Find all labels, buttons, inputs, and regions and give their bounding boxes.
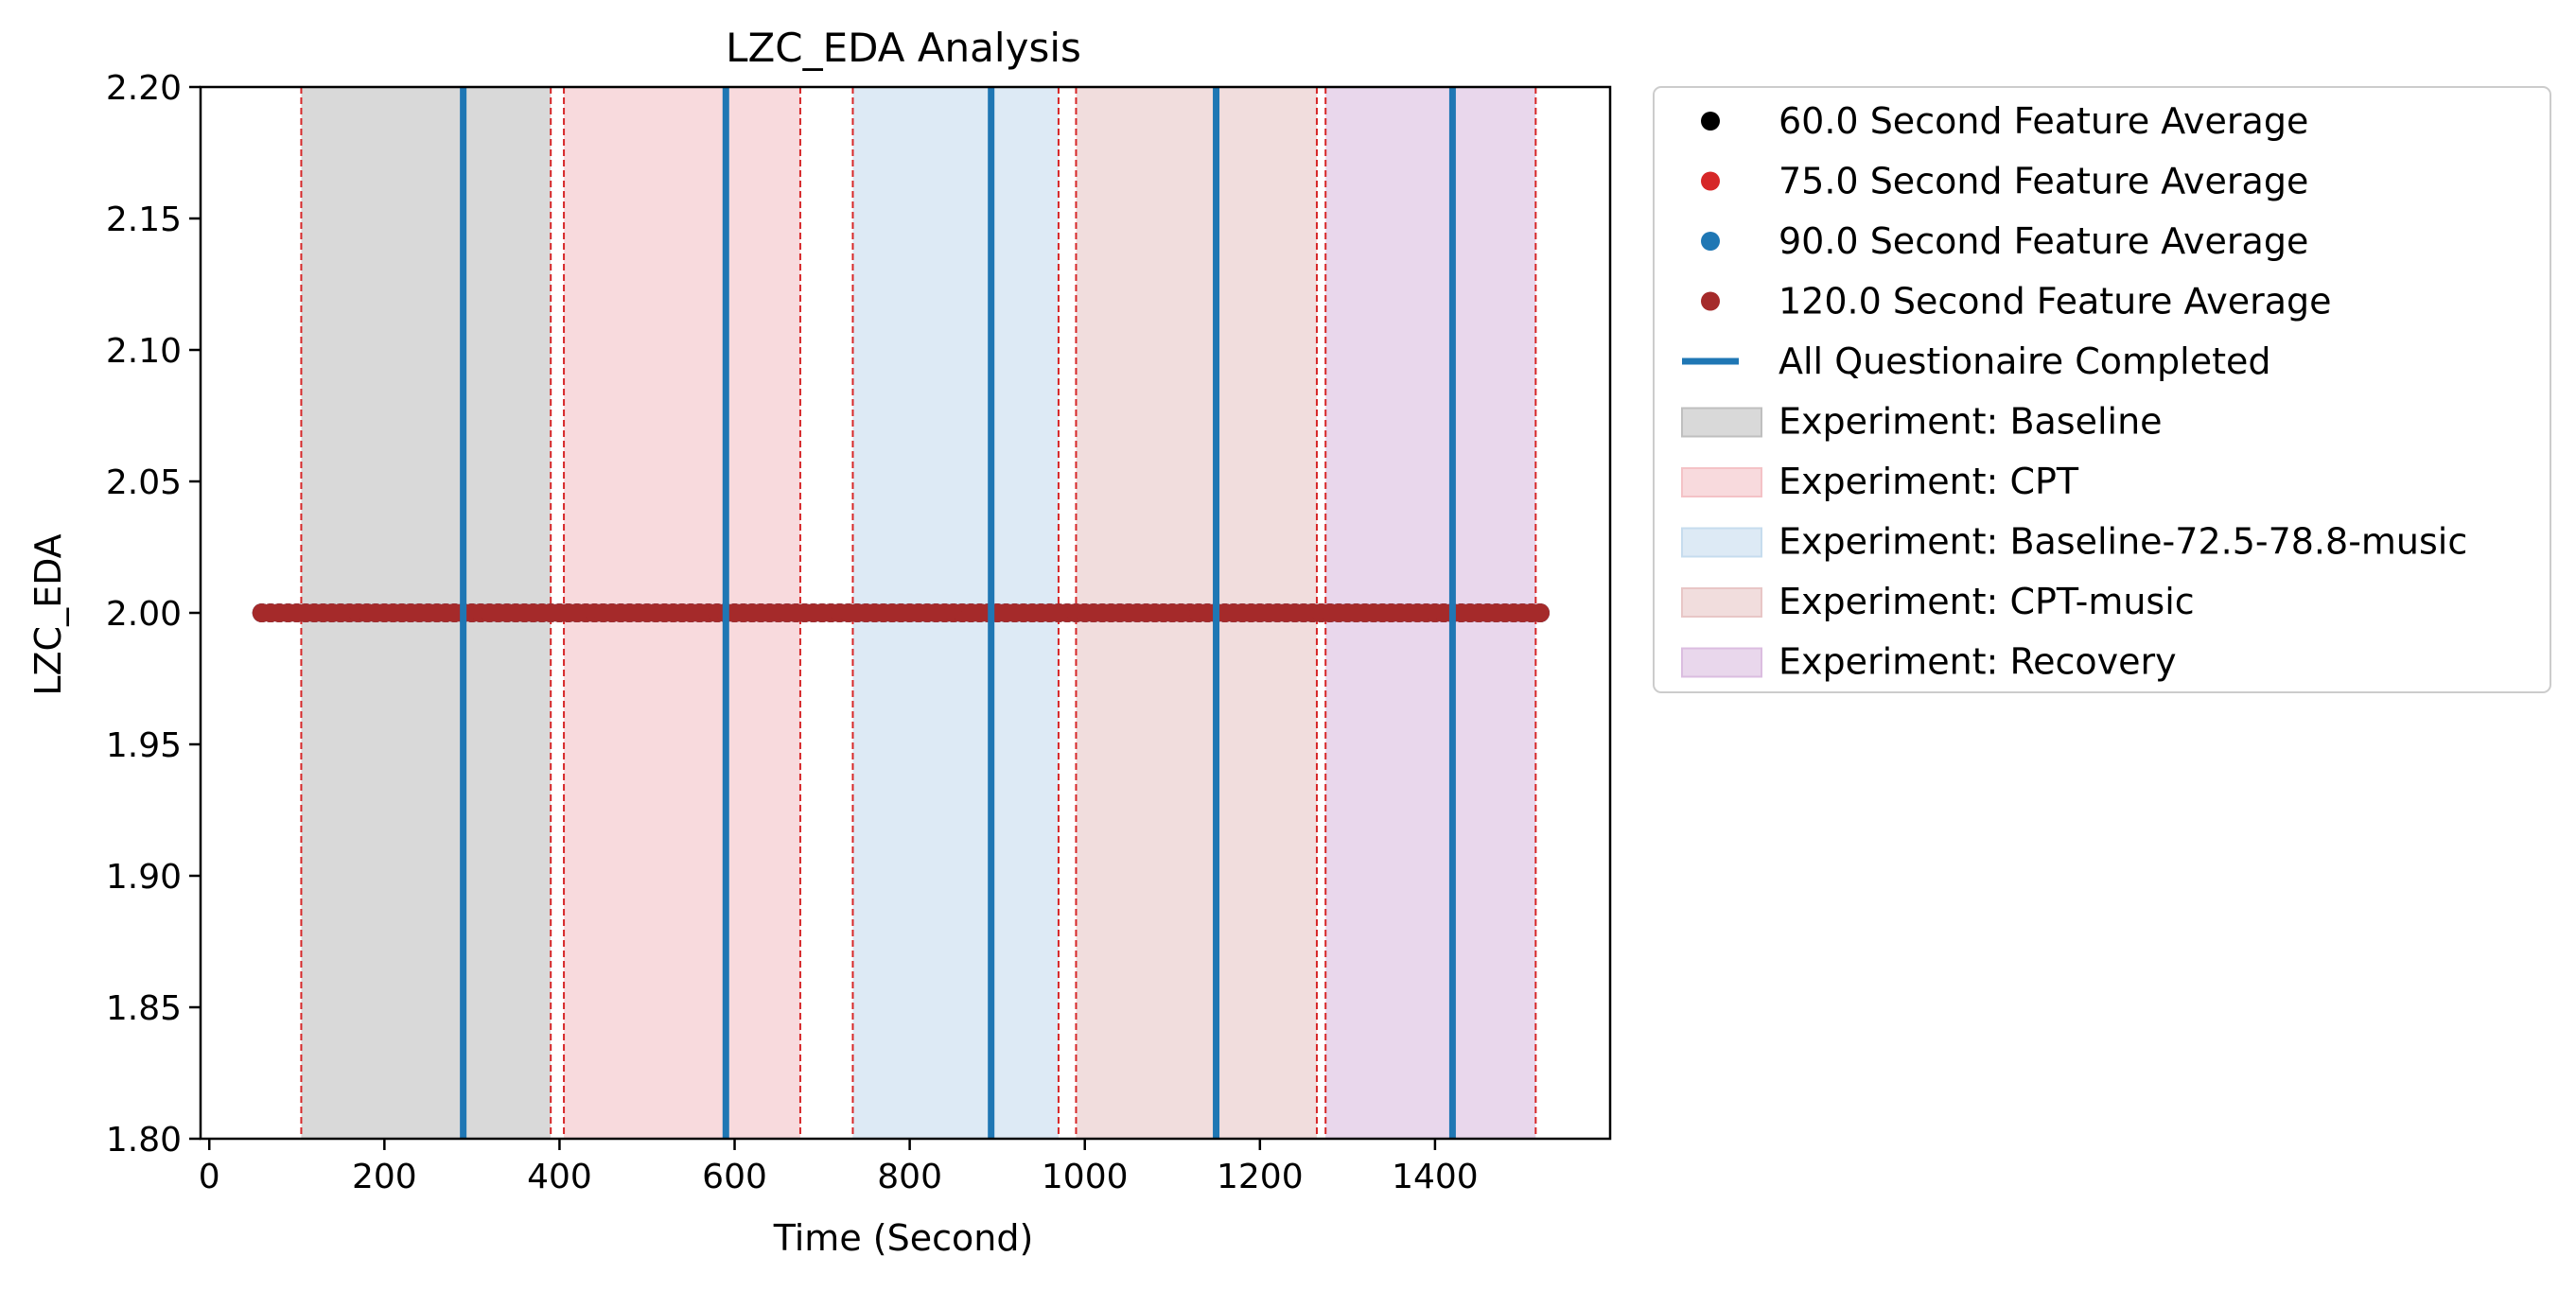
y-tick-label: 2.20	[106, 69, 182, 108]
legend-label: All Questionaire Completed	[1779, 340, 2271, 382]
legend-label: Experiment: Baseline	[1779, 401, 2163, 443]
y-tick-label: 2.00	[106, 595, 182, 634]
x-tick-label: 400	[527, 1158, 592, 1196]
y-axis-label: LZC_EDA	[27, 533, 69, 695]
legend-label: 90.0 Second Feature Average	[1779, 220, 2308, 262]
legend-marker	[1701, 171, 1720, 191]
axes: 0 200 400 600 800 1000 1200 1400 1.80 1.85 1.90 1.9…	[106, 69, 1612, 1196]
x-tick-label: 800	[877, 1158, 942, 1196]
y-tick-label: 2.05	[106, 463, 182, 502]
legend: 60.0 Second Feature Average 75.0 Second F…	[1653, 86, 2551, 693]
legend-patch	[1681, 587, 1762, 618]
y-tick-label: 1.90	[106, 858, 182, 897]
x-tick-label: 0	[199, 1158, 220, 1196]
legend-label: 120.0 Second Feature Average	[1779, 281, 2332, 323]
data-points	[252, 603, 1550, 622]
legend-box	[1653, 86, 2551, 693]
y-tick-label: 1.95	[106, 726, 182, 765]
x-tick-label: 1000	[1042, 1158, 1129, 1196]
y-tick-label: 2.10	[106, 332, 182, 371]
legend-marker	[1701, 291, 1720, 311]
chart-title: LZC_EDA Analysis	[726, 25, 1081, 71]
legend-patch	[1681, 467, 1762, 497]
x-axis-label: Time (Second)	[773, 1217, 1034, 1259]
x-tick-label: 200	[352, 1158, 417, 1196]
legend-label: Experiment: CPT-music	[1779, 581, 2195, 622]
legend-patch	[1681, 647, 1762, 678]
legend-label: 75.0 Second Feature Average	[1779, 161, 2308, 202]
y-tick-label: 1.80	[106, 1121, 182, 1160]
legend-label: Experiment: Recovery	[1779, 641, 2177, 683]
legend-label: Experiment: CPT	[1779, 461, 2079, 502]
legend-patch	[1681, 407, 1762, 438]
y-tick-label: 1.85	[106, 989, 182, 1028]
legend-patch	[1681, 527, 1762, 558]
x-tick-label: 1200	[1217, 1158, 1304, 1196]
x-tick-label: 1400	[1392, 1158, 1479, 1196]
legend-label: Experiment: Baseline-72.5-78.8-music	[1779, 521, 2467, 563]
legend-marker	[1701, 232, 1720, 251]
series-3	[252, 603, 1550, 622]
y-tick-label: 2.15	[106, 201, 182, 239]
legend-marker	[1701, 112, 1720, 131]
data-point	[1530, 603, 1550, 622]
questionnaire-lines	[460, 87, 1456, 1139]
legend-label: 60.0 Second Feature Average	[1779, 100, 2308, 142]
x-tick-label: 600	[702, 1158, 767, 1196]
